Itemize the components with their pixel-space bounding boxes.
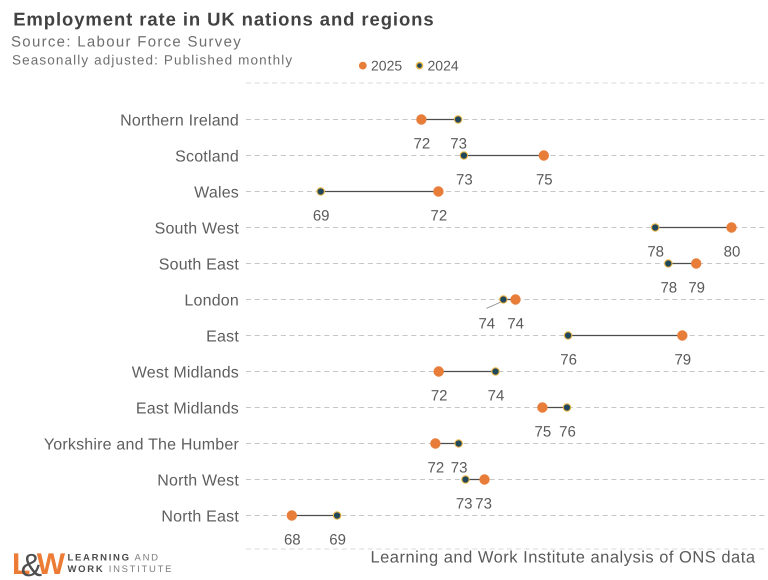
svg-text:South East: South East — [159, 256, 240, 273]
svg-text:Northern Ireland: Northern Ireland — [120, 112, 239, 129]
svg-text:69: 69 — [329, 531, 346, 548]
svg-text:LEARNING AND: LEARNING AND — [68, 552, 160, 563]
svg-text:North West: North West — [157, 472, 239, 489]
svg-text:75: 75 — [535, 423, 552, 440]
svg-text:2025: 2025 — [371, 58, 402, 74]
svg-text:Learning and Work Institute an: Learning and Work Institute analysis of … — [370, 548, 755, 566]
svg-text:76: 76 — [560, 351, 577, 368]
svg-text:73: 73 — [450, 135, 467, 152]
svg-text:72: 72 — [428, 459, 445, 476]
svg-text:74: 74 — [488, 387, 505, 404]
svg-text:74: 74 — [507, 315, 524, 332]
svg-text:76: 76 — [559, 423, 576, 440]
svg-text:Seasonally adjusted: Published: Seasonally adjusted: Published monthly — [12, 53, 293, 68]
svg-text:72: 72 — [431, 207, 448, 224]
svg-text:West Midlands: West Midlands — [132, 364, 239, 381]
svg-text:79: 79 — [688, 279, 705, 296]
svg-text:Source: Labour Force Survey: Source: Labour Force Survey — [11, 34, 242, 51]
svg-text:Wales: Wales — [194, 184, 239, 201]
svg-text:L: L — [12, 548, 30, 580]
svg-text:73: 73 — [451, 459, 468, 476]
svg-text:North East: North East — [161, 508, 239, 525]
svg-text:80: 80 — [724, 243, 741, 260]
svg-text:South West: South West — [155, 220, 240, 237]
svg-text:75: 75 — [536, 171, 553, 188]
svg-text:2024: 2024 — [428, 58, 459, 74]
svg-text:68: 68 — [284, 531, 301, 548]
svg-text:73: 73 — [475, 495, 492, 512]
svg-text:London: London — [184, 292, 239, 309]
svg-text:79: 79 — [674, 351, 691, 368]
svg-text:72: 72 — [414, 135, 431, 152]
svg-text:WORK INSTITUTE: WORK INSTITUTE — [68, 564, 174, 575]
svg-text:Scotland: Scotland — [175, 148, 239, 165]
svg-text:73: 73 — [456, 495, 473, 512]
svg-text:East: East — [206, 328, 239, 345]
svg-text:W: W — [37, 548, 66, 580]
svg-text:73: 73 — [456, 171, 473, 188]
svg-text:78: 78 — [647, 243, 664, 260]
svg-text:&: & — [21, 547, 42, 580]
svg-text:72: 72 — [431, 387, 448, 404]
svg-text:74: 74 — [478, 315, 495, 332]
svg-text:Employment rate in UK nations: Employment rate in UK nations and region… — [13, 9, 434, 30]
svg-text:78: 78 — [660, 279, 677, 296]
svg-text:69: 69 — [313, 207, 330, 224]
svg-text:Yorkshire and The Humber: Yorkshire and The Humber — [44, 436, 240, 453]
svg-text:East Midlands: East Midlands — [136, 400, 239, 417]
